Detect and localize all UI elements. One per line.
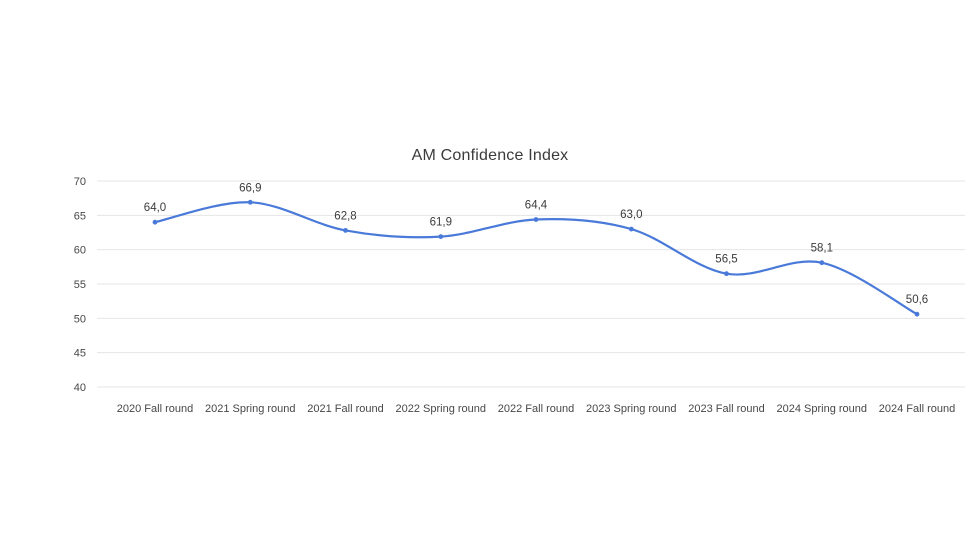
y-axis-tick-label: 55: [74, 279, 86, 291]
x-axis-category-label: 2021 Fall round: [307, 403, 383, 415]
data-point-label: 64,4: [525, 200, 548, 212]
y-axis-tick-label: 70: [74, 176, 86, 188]
x-axis-category-label: 2024 Fall round: [879, 403, 955, 415]
data-point-marker: [819, 260, 825, 266]
data-point-label: 58,1: [811, 243, 833, 255]
data-point-marker: [247, 199, 253, 205]
data-point-marker: [914, 311, 920, 317]
data-point-marker: [152, 219, 158, 225]
x-axis-category-label: 2022 Fall round: [498, 403, 574, 415]
data-point-marker: [724, 271, 729, 277]
data-point-marker: [343, 228, 348, 233]
data-point-label: 66,9: [239, 182, 261, 194]
y-axis-tick-label: 40: [74, 382, 86, 394]
data-point-marker: [628, 226, 634, 232]
y-axis-tick-label: 50: [74, 313, 86, 325]
y-axis-tick-label: 45: [74, 348, 86, 360]
y-axis-tick-label: 60: [74, 245, 86, 257]
x-axis-category-label: 2020 Fall round: [117, 403, 193, 415]
data-point-label: 62,8: [334, 210, 356, 222]
data-point-label: 63,0: [620, 209, 642, 221]
data-point-label: 56,5: [715, 254, 737, 266]
data-point-label: 61,9: [430, 217, 452, 229]
x-axis-category-label: 2021 Spring round: [205, 403, 296, 415]
x-axis-category-label: 2022 Spring round: [395, 403, 486, 415]
data-point-marker: [533, 217, 539, 222]
x-axis-category-label: 2023 Fall round: [688, 403, 764, 415]
data-point-marker: [438, 234, 444, 240]
x-axis-category-label: 2024 Spring round: [776, 403, 867, 415]
y-axis-tick-label: 65: [74, 210, 86, 222]
chart-title: AM Confidence Index: [411, 147, 569, 164]
data-point-label: 64,0: [144, 202, 166, 214]
x-axis-category-label: 2023 Spring round: [586, 403, 677, 415]
data-point-label: 50,6: [906, 294, 928, 306]
